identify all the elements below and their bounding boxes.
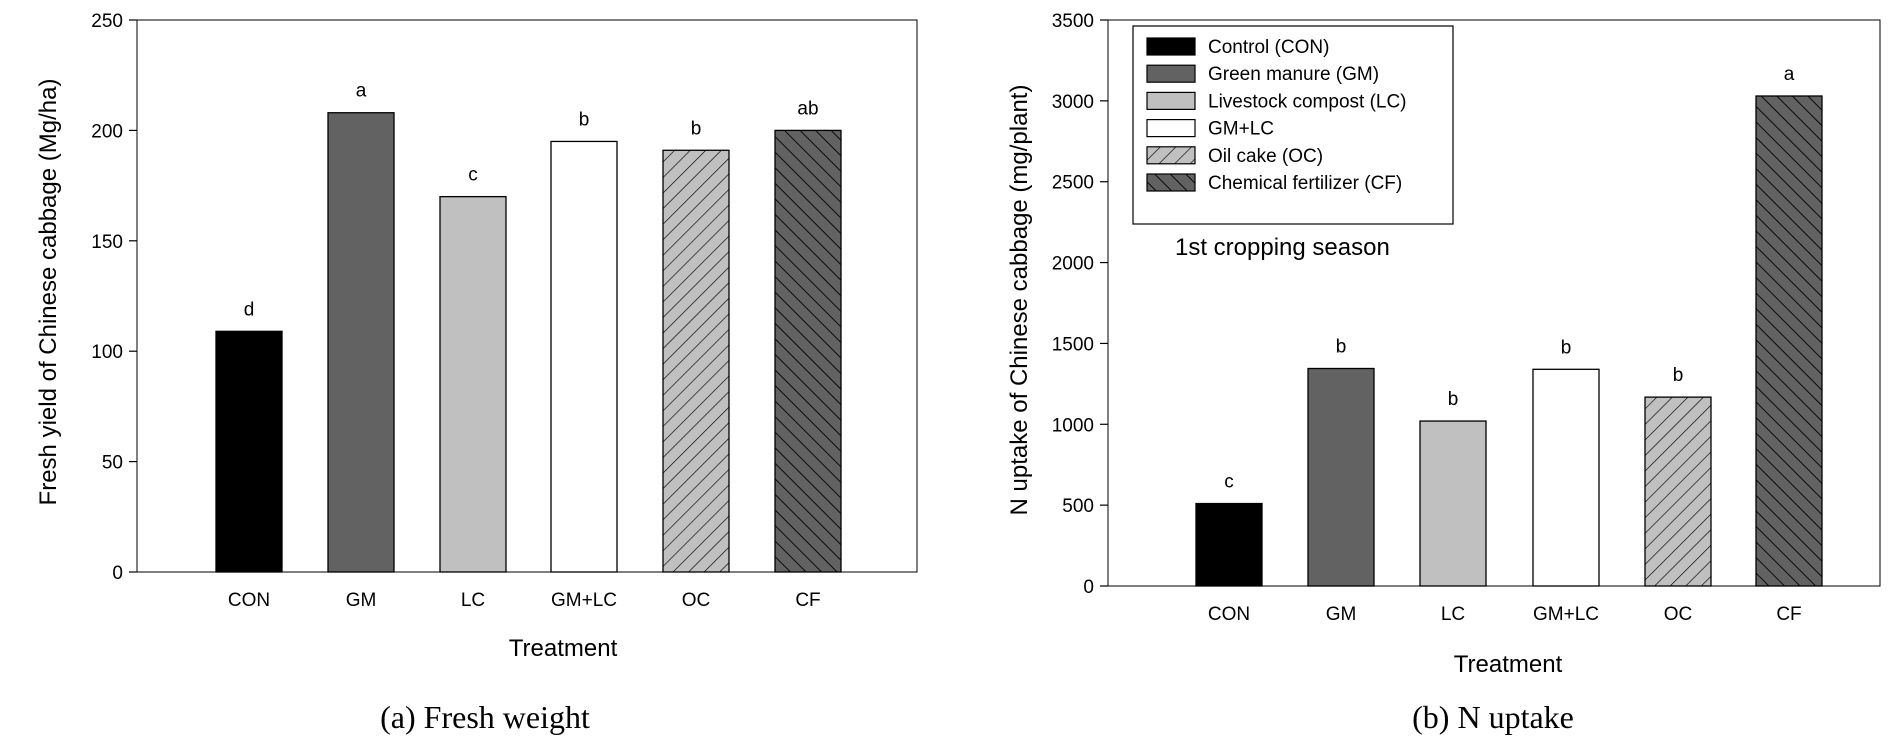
x-tick-label: GM+LC <box>1533 604 1599 625</box>
x-tick-label: CF <box>1776 604 1801 625</box>
bar-cf <box>1755 95 1823 587</box>
legend-label: Green manure (GM) <box>1208 64 1379 85</box>
y-tick-label: 50 <box>102 453 123 474</box>
plot-frame <box>1107 19 1881 587</box>
bar-lc <box>1419 420 1487 587</box>
legend-label: Oil cake (OC) <box>1208 146 1323 167</box>
bar-gm <box>1307 367 1375 587</box>
significance-letter: c <box>468 165 478 186</box>
legend-label: GM+LC <box>1208 119 1274 140</box>
y-tick-label: 1000 <box>1052 415 1094 436</box>
x-tick-label: OC <box>682 590 711 611</box>
y-tick-label: 3000 <box>1052 92 1094 113</box>
legend-swatch <box>1146 173 1196 192</box>
bar-oc <box>1644 396 1712 587</box>
legend-label: Chemical fertilizer (CF) <box>1208 173 1402 194</box>
bar-con <box>215 330 283 573</box>
panel-caption: (a) Fresh weight <box>380 699 590 735</box>
y-tick-label: 2000 <box>1052 254 1094 275</box>
bar-gm <box>327 112 395 573</box>
significance-letter: b <box>1673 365 1684 386</box>
y-tick-label: 500 <box>1062 496 1094 517</box>
x-axis-label: Treatment <box>509 635 618 662</box>
y-tick-label: 100 <box>91 342 123 363</box>
chart-panel-fresh-weight: 0 50 100 150 200 250 CON GM LC GM+LC OC CF d a c b b ab… <box>35 11 918 735</box>
x-tick-label: GM <box>346 590 377 611</box>
significance-letter: d <box>244 299 255 320</box>
legend-swatch <box>1146 64 1196 83</box>
y-tick-label: 250 <box>91 11 123 32</box>
x-tick-label: CON <box>1208 604 1250 625</box>
significance-letter: c <box>1224 472 1234 493</box>
significance-letter: b <box>1561 337 1572 358</box>
y-tick-label: 3500 <box>1052 11 1094 32</box>
legend-swatch <box>1146 91 1196 111</box>
panel-caption: (b) N uptake <box>1412 699 1574 735</box>
significance-letter: ab <box>797 98 818 119</box>
legend-swatch <box>1146 118 1196 138</box>
legend-label: Control (CON) <box>1208 37 1329 58</box>
x-tick-label: LC <box>1441 604 1465 625</box>
y-tick-label: 0 <box>112 563 123 584</box>
x-tick-label: CF <box>795 590 820 611</box>
x-tick-label: CON <box>228 590 270 611</box>
y-tick-label: 150 <box>91 232 123 253</box>
y-tick-label: 2500 <box>1052 173 1094 194</box>
legend: Control (CON) Green manure (GM) Livestock … <box>1132 25 1454 225</box>
x-axis-label: Treatment <box>1454 651 1563 678</box>
bar-cf <box>774 129 842 573</box>
season-annotation: 1st cropping season <box>1175 234 1390 261</box>
bar-oc <box>662 149 730 573</box>
y-tick-label: 0 <box>1083 577 1094 598</box>
bar-lc <box>439 195 507 573</box>
significance-letter: b <box>579 109 590 130</box>
x-tick-label: GM+LC <box>551 590 617 611</box>
legend-swatch <box>1146 37 1196 56</box>
bar-con <box>1195 502 1263 587</box>
significance-letter: b <box>1448 389 1459 410</box>
y-tick-label: 200 <box>91 121 123 142</box>
bar-gm-lc <box>550 140 618 573</box>
x-tick-label: GM <box>1326 604 1357 625</box>
legend-label: Livestock compost (LC) <box>1208 91 1407 112</box>
plot-frame <box>136 19 918 573</box>
y-axis-label: Fresh yield of Chinese cabbage (Mg/ha) <box>35 79 62 506</box>
significance-letter: a <box>1784 64 1795 85</box>
x-tick-label: LC <box>461 590 485 611</box>
y-axis-label: N uptake of Chinese cabbage (mg/plant) <box>1006 85 1033 516</box>
y-tick-label: 1500 <box>1052 334 1094 355</box>
chart-panel-n-uptake: 0 500 1000 1500 2000 2500 3000 3500 CON GM LC GM+L… <box>1006 11 1881 735</box>
bar-gm-lc <box>1532 368 1600 587</box>
x-tick-label: OC <box>1664 604 1693 625</box>
significance-letter: b <box>691 118 702 139</box>
legend-swatch <box>1146 146 1196 165</box>
significance-letter: a <box>356 81 367 102</box>
significance-letter: b <box>1336 336 1347 357</box>
